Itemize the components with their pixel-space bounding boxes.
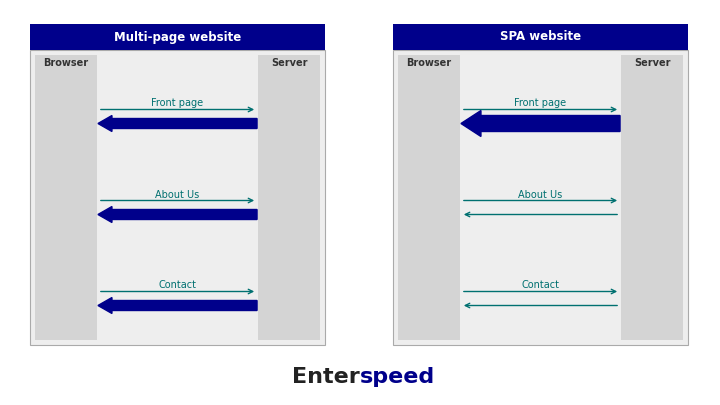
Bar <box>258 55 320 340</box>
Text: Server: Server <box>634 58 670 68</box>
Text: Contact: Contact <box>521 281 559 290</box>
Text: Front page: Front page <box>514 98 567 109</box>
FancyArrow shape <box>98 298 257 313</box>
Text: Enter: Enter <box>292 367 360 387</box>
Bar <box>621 55 683 340</box>
FancyArrow shape <box>461 111 620 136</box>
Text: About Us: About Us <box>156 190 199 200</box>
Bar <box>30 50 325 345</box>
FancyArrow shape <box>98 207 257 222</box>
Bar <box>30 24 325 50</box>
FancyArrow shape <box>98 115 257 132</box>
Bar <box>398 55 460 340</box>
Text: About Us: About Us <box>518 190 562 200</box>
Text: Browser: Browser <box>406 58 451 68</box>
Text: Front page: Front page <box>151 98 204 109</box>
Bar <box>35 55 97 340</box>
Bar <box>393 24 688 50</box>
Text: Contact: Contact <box>158 281 197 290</box>
Text: Multi-page website: Multi-page website <box>114 30 241 43</box>
Text: SPA website: SPA website <box>500 30 581 43</box>
Text: Server: Server <box>271 58 307 68</box>
Text: Browser: Browser <box>43 58 89 68</box>
Bar <box>393 50 688 345</box>
Text: speed: speed <box>360 367 436 387</box>
